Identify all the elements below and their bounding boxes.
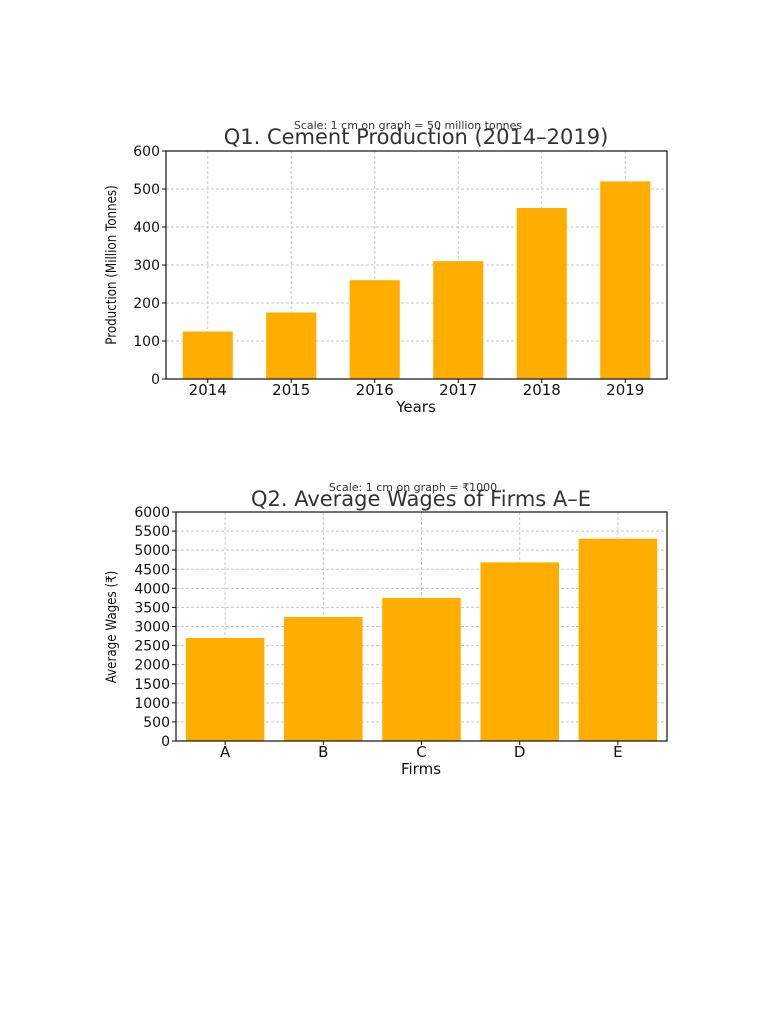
chart-2-y-tick-label: 5000 bbox=[134, 543, 170, 559]
chart-1-bar-2017 bbox=[433, 261, 484, 379]
chart-1-x-tick-label: 2017 bbox=[439, 381, 477, 399]
chart-1-x-tick-label: 2018 bbox=[523, 381, 561, 399]
chart-2-bar-A bbox=[185, 637, 265, 741]
chart-1: Scale: 1 cm on graph = 50 million tonnes… bbox=[104, 119, 668, 416]
chart-1-y-tick-label: 500 bbox=[133, 182, 160, 198]
chart-1-subtitle: Scale: 1 cm on graph = 50 million tonnes bbox=[294, 119, 523, 132]
chart-1-bar-2018 bbox=[516, 208, 567, 379]
chart-2-x-tick-label: E bbox=[613, 743, 622, 761]
chart-1-y-ticks: 0 100 200 300 400 500 600 bbox=[133, 144, 166, 388]
chart-2-bar-D bbox=[480, 562, 559, 741]
chart-2-bar-B bbox=[284, 616, 363, 741]
chart-2-y-tick-label: 6000 bbox=[134, 505, 170, 521]
chart-2-x-tick-label: C bbox=[416, 743, 426, 761]
chart-1-y-tick-label: 400 bbox=[133, 220, 160, 236]
chart-2-y-tick-label: 0 bbox=[161, 734, 170, 750]
chart-2-subtitle: Scale: 1 cm on graph = ₹1000 bbox=[329, 481, 497, 494]
chart-2-y-tick-label: 500 bbox=[143, 715, 170, 731]
chart-1-title: Q1. Cement Production (2014–2019) bbox=[224, 125, 609, 149]
chart-1-gridlines bbox=[166, 150, 667, 380]
chart-1-x-tick-label: 2014 bbox=[189, 381, 227, 399]
chart-1-y-tick-label: 200 bbox=[133, 296, 160, 312]
chart-2-y-tick-label: 3500 bbox=[134, 600, 170, 616]
chart-1-y-tick-label: 0 bbox=[151, 372, 160, 388]
chart-1-bar-2015 bbox=[266, 312, 317, 379]
chart-2-y-tick-label: 1500 bbox=[134, 677, 170, 693]
chart-2-y-tick-label: 5500 bbox=[134, 524, 170, 540]
chart-2-y-tick-label: 4000 bbox=[134, 581, 170, 597]
chart-2-bar-E bbox=[578, 538, 658, 741]
chart-2-x-axis-label: Firms bbox=[401, 760, 441, 778]
chart-1-bar-2016 bbox=[349, 280, 400, 379]
chart-2-y-tick-label: 2000 bbox=[134, 658, 170, 674]
chart-2-y-ticks: 0 500 1000 1500 2000 2500 3000 3500 4000 4500 5000… bbox=[134, 505, 176, 750]
chart-2-y-axis-label: Average Wages (₹) bbox=[104, 571, 120, 684]
chart-2-x-ticks: A B C D E bbox=[220, 741, 623, 761]
chart-1-x-tick-label: 2015 bbox=[272, 381, 310, 399]
chart-2-y-tick-label: 2500 bbox=[134, 639, 170, 655]
chart-2-title: Q2. Average Wages of Firms A–E bbox=[251, 487, 591, 511]
chart-2-y-tick-label: 3000 bbox=[134, 620, 170, 636]
chart-1-x-tick-label: 2019 bbox=[606, 381, 644, 399]
chart-2-bars bbox=[185, 538, 658, 741]
chart-2-bar-C bbox=[382, 597, 461, 741]
chart-1-y-tick-label: 100 bbox=[133, 334, 160, 350]
chart-1-x-axis-label: Years bbox=[395, 398, 436, 416]
chart-1-y-tick-label: 600 bbox=[133, 144, 160, 160]
chart-1-bars bbox=[182, 181, 651, 379]
chart-1-bar-2019 bbox=[600, 181, 651, 379]
chart-1-y-tick-label: 300 bbox=[133, 258, 160, 274]
chart-1-y-axis-label: Production (Million Tonnes) bbox=[104, 185, 120, 345]
chart-2-x-tick-label: A bbox=[220, 743, 231, 761]
chart-2-y-tick-label: 4500 bbox=[134, 562, 170, 578]
chart-1-x-ticks: 2014 2015 2016 2017 2018 2019 bbox=[189, 379, 644, 399]
chart-2-x-tick-label: D bbox=[514, 743, 526, 761]
chart-2: Scale: 1 cm on graph = ₹1000 Q2. Average… bbox=[104, 481, 668, 778]
chart-1-x-tick-label: 2016 bbox=[356, 381, 394, 399]
chart-2-y-tick-label: 1000 bbox=[134, 696, 170, 712]
chart-1-bar-2014 bbox=[182, 331, 233, 379]
chart-2-x-tick-label: B bbox=[318, 743, 328, 761]
